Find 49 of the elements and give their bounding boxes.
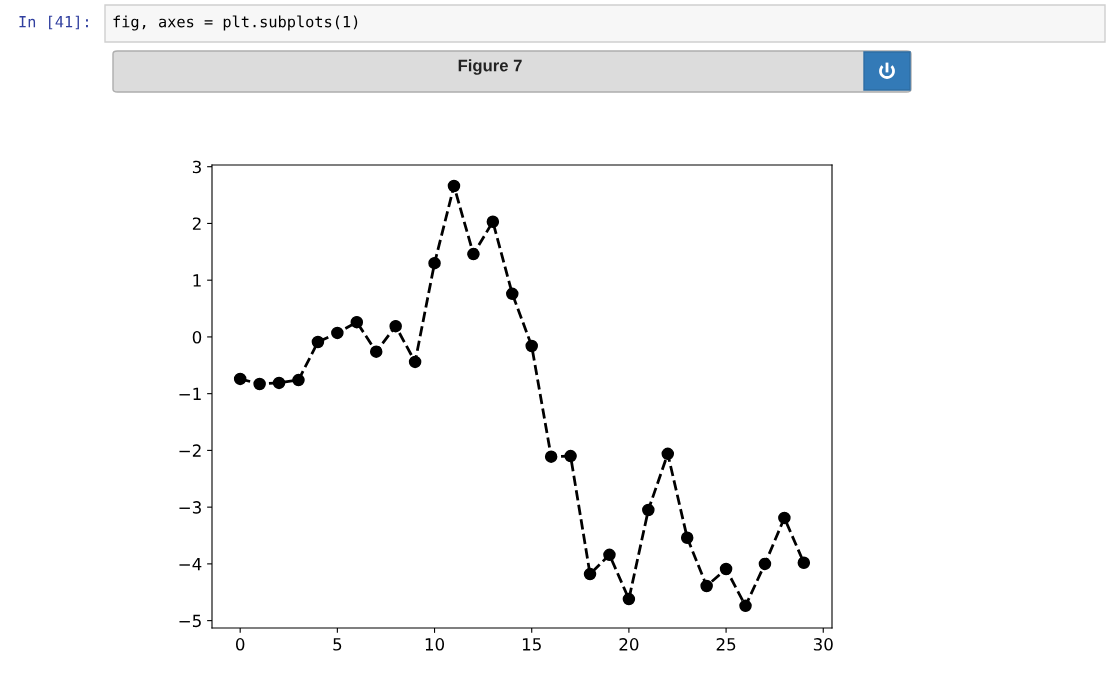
y-tick-label: −1 (179, 387, 201, 400)
point (331, 326, 344, 340)
point (583, 567, 597, 581)
point (680, 531, 694, 545)
y-tick-label: 0 (192, 330, 202, 344)
point (233, 372, 247, 386)
point (622, 592, 636, 606)
text: In [41]: (19, 15, 88, 30)
point (525, 339, 538, 353)
caption: Figure 7 (458, 59, 522, 75)
y-tick-label: −5 (179, 614, 201, 628)
point (642, 503, 655, 517)
point (428, 256, 441, 270)
y-tick-label: 2 (192, 217, 201, 230)
point (719, 562, 733, 576)
point (661, 447, 675, 461)
y-tick-label: −4 (179, 558, 202, 571)
point (739, 599, 752, 613)
point (350, 315, 364, 329)
point (758, 557, 772, 571)
point (467, 247, 480, 261)
text: fig, axes = plt.subplots(1) (113, 15, 358, 31)
x-tick-label: 10 (425, 638, 445, 651)
y-tick-label: −2 (179, 444, 201, 457)
y-tick-label: −3 (179, 501, 201, 514)
x-tick-label: 0 (235, 638, 245, 651)
y-tick-label: 1 (193, 274, 201, 287)
point (603, 548, 616, 562)
point (486, 215, 500, 228)
x-tick-label: 25 (716, 638, 736, 651)
point (311, 335, 325, 349)
point (253, 377, 266, 391)
point (797, 556, 811, 569)
y-tick-label: 3 (192, 160, 201, 174)
point (369, 345, 383, 358)
point (700, 579, 713, 593)
point (544, 450, 558, 463)
point (778, 511, 791, 525)
point (447, 179, 461, 193)
point (389, 319, 402, 333)
x-tick-label: 30 (813, 638, 833, 651)
x-tick-label: 20 (619, 638, 639, 651)
point (564, 449, 577, 463)
point (408, 355, 422, 369)
x-tick-label: 5 (333, 638, 342, 651)
x-tick-label: 15 (522, 638, 541, 651)
point (292, 373, 305, 387)
point (506, 287, 519, 301)
point (272, 376, 286, 390)
